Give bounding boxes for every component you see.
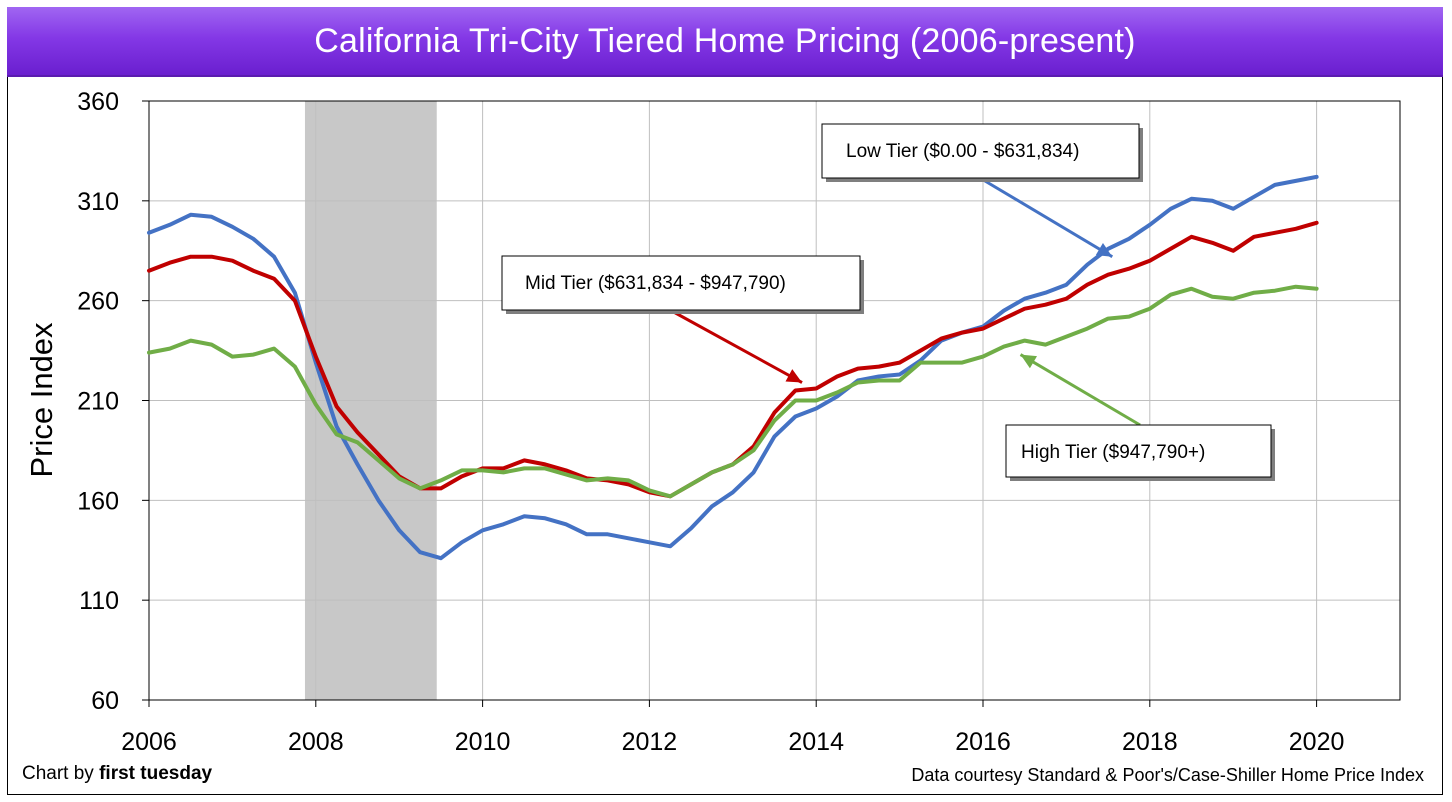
mid-tier-callout-arrow-line [669,308,803,384]
x-tick-label: 2014 [788,728,844,756]
y-tick-label: 210 [77,388,119,416]
low-tier-callout-arrowhead [1095,243,1113,257]
x-tick-label: 2012 [622,728,678,756]
y-tick-label: 60 [91,687,119,715]
chart-title: California Tri-City Tiered Home Pricing … [314,21,1136,60]
x-tick-label: 2018 [1122,728,1178,756]
high-tier-callout-label: High Tier ($947,790+) [1021,442,1205,463]
high-tier-callout-arrowhead [1020,354,1038,369]
x-tick-label: 2016 [955,728,1011,756]
y-tick-label: 260 [77,288,119,316]
y-tick-label: 360 [77,88,119,116]
x-tick-label: 2010 [455,728,511,756]
mid-tier-callout-box [501,255,861,311]
credit-prefix: Chart by [22,763,100,784]
y-tick-label: 110 [79,587,119,615]
high-tier-callout-arrow-line [1019,353,1141,427]
y-axis-title: Price Index [24,322,59,478]
chart-credit: Chart by first tuesday [22,763,212,785]
credit-brand: first tuesday [99,763,213,784]
low-tier-callout-arrow-line [979,176,1114,259]
low-tier-callout-label: Low Tier ($0.00 - $631,834) [846,141,1079,162]
x-tick-label: 2020 [1289,728,1345,756]
x-tick-label: 2008 [288,728,344,756]
mid-tier-callout-arrowhead [785,369,803,383]
data-source-note: Data courtesy Standard & Poor's/Case-Shi… [911,765,1424,785]
high-tier-line [147,284,1319,499]
y-tick-label: 160 [77,487,119,515]
mid-tier-callout-label: Mid Tier ($631,834 - $947,790) [525,273,786,294]
title-banner: California Tri-City Tiered Home Pricing … [7,7,1443,77]
high-tier-callout-box [1005,424,1272,478]
y-tick-label: 310 [77,188,119,216]
x-tick-label: 2006 [121,728,177,756]
low-tier-callout-box [821,123,1140,179]
